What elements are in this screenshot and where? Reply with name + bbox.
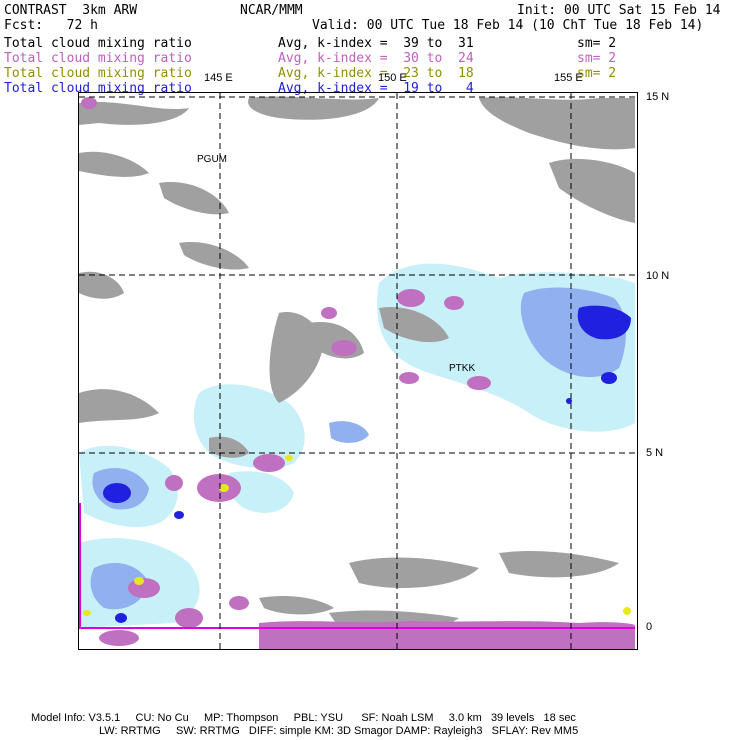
field-name-2: Total cloud mixing ratio	[4, 51, 192, 66]
forecast-hour: Fcst: 72 h	[4, 18, 98, 33]
lon-label-145: 145 E	[204, 72, 233, 84]
station-pgum: PGUM	[197, 154, 227, 165]
lon-label-155: 155 E	[554, 72, 583, 84]
lat-label-10n: 10 N	[646, 270, 670, 282]
lat-label-eq: 0	[646, 621, 653, 633]
init-time: Init: 00 UTC Sat 15 Feb 14	[517, 3, 721, 18]
lon-label-150: 150 E	[378, 72, 407, 84]
lat-lon-grid	[79, 93, 637, 649]
olive-cloud-layer	[83, 455, 631, 616]
field-stat-2: Avg, k-index = 30 to 24	[278, 51, 474, 66]
org-label: NCAR/MMM	[240, 3, 303, 18]
station-ptkk: PTKK	[449, 363, 475, 374]
field-sm-3: sm= 2	[577, 66, 617, 81]
lat-label-5n: 5 N	[646, 447, 664, 459]
dark-blue-cloud-layer	[103, 305, 631, 623]
field-sm-1: sm= 2	[577, 36, 617, 51]
field-stat-3: Avg, k-index = 23 to 18	[278, 66, 474, 81]
field-name-1: Total cloud mixing ratio	[4, 36, 192, 51]
model-info-line1: Model Info: V3.5.1 CU: No Cu MP: Thompso…	[31, 712, 576, 724]
cloud-map-panel: PGUM PTKK	[78, 92, 638, 650]
model-info-line2: LW: RRTMG SW: RRTMG DIFF: simple KM: 3D …	[99, 725, 579, 737]
grey-cloud-layer	[79, 96, 635, 631]
field-name-3: Total cloud mixing ratio	[4, 66, 192, 81]
lat-label-15n: 15 N	[646, 91, 670, 103]
model-title: CONTRAST 3km ARW	[4, 3, 138, 18]
valid-time: Valid: 00 UTC Tue 18 Feb 14 (10 ChT Tue …	[312, 18, 704, 33]
field-sm-2: sm= 2	[577, 51, 617, 66]
cloud-map: PGUM PTKK	[79, 93, 637, 649]
field-stat-1: Avg, k-index = 39 to 31	[278, 36, 474, 51]
